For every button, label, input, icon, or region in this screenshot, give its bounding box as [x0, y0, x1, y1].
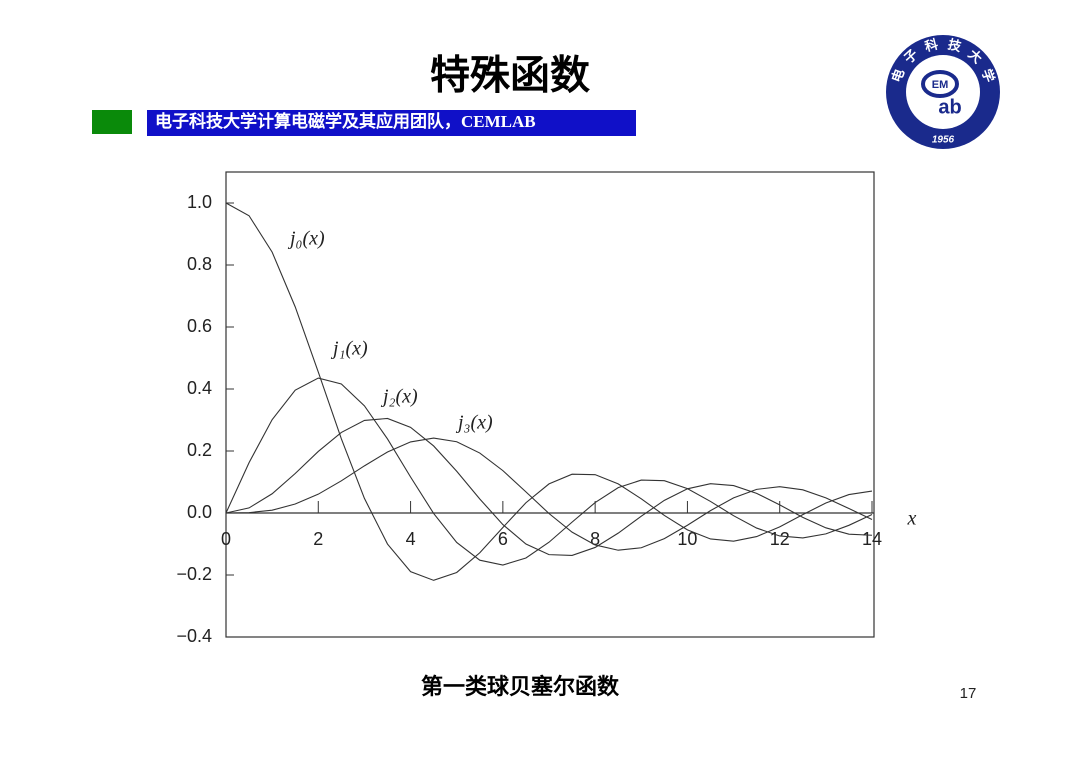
x-tick-label: 8: [590, 529, 600, 549]
y-tick-label: −0.4: [176, 626, 212, 646]
logo-year: 1956: [932, 135, 955, 146]
banner-bar: [147, 110, 636, 136]
series-line: [225, 437, 873, 551]
logo-ring-char: 学: [979, 67, 998, 84]
x-tick-label: 14: [862, 529, 882, 549]
y-tick-label: 0.2: [187, 440, 212, 460]
series-label: j₂(x): [380, 386, 418, 408]
logo-ab: ab: [938, 96, 961, 118]
series-line: [225, 417, 873, 556]
series-line: [225, 202, 873, 581]
logo-ring-char: 电: [889, 67, 908, 84]
y-tick-label: 0.8: [187, 254, 212, 274]
banner-green-block: [92, 110, 132, 134]
logo-em-ring: [921, 70, 959, 98]
x-tick-label: 2: [313, 529, 323, 549]
logo-ring-char: 技: [946, 37, 963, 55]
chart-caption: 第一类球贝塞尔函数: [421, 674, 620, 699]
y-tick-label: 0.6: [187, 316, 212, 336]
x-tick-label: 6: [498, 529, 508, 549]
page-number: 17: [960, 685, 977, 702]
series-label: j₁(x): [330, 338, 368, 360]
y-tick-label: 0.4: [187, 378, 212, 398]
series-line: [225, 377, 873, 566]
series-label: j₃(x): [455, 412, 493, 434]
slide-title: 特殊函数: [430, 54, 590, 98]
x-tick-label: 4: [406, 529, 416, 549]
logo-inner: [906, 55, 980, 129]
x-axis-label: x: [907, 508, 917, 530]
x-tick-label: 0: [221, 529, 231, 549]
series-label: j₀(x): [287, 228, 325, 250]
x-tick-label: 10: [677, 529, 697, 549]
logo: EM ab 1956 电子科 技大学: [886, 35, 1000, 149]
banner-text: 电子科技大学计算电磁学及其应用团队，CEMLAB: [155, 111, 536, 131]
x-tick-label: 12: [770, 529, 790, 549]
y-tick-label: 0.0: [187, 502, 212, 522]
logo-em: EM: [932, 79, 949, 91]
y-tick-label: 1.0: [187, 192, 212, 212]
plot-frame: [225, 171, 875, 638]
y-tick-label: −0.2: [176, 564, 212, 584]
logo-ring-char: 科: [923, 37, 939, 55]
